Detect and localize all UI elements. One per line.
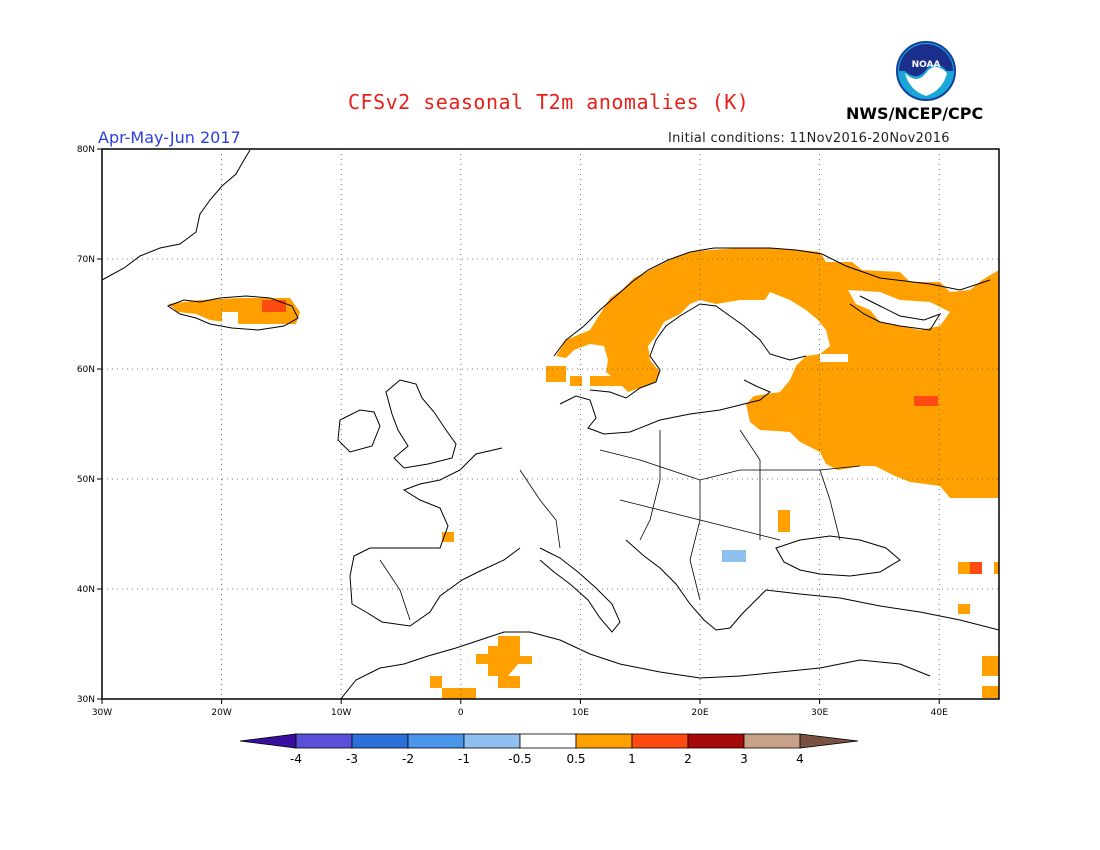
- initial-conditions: Initial conditions: 11Nov2016-20Nov2016: [668, 131, 950, 146]
- border-3: [739, 429, 761, 540]
- lat-tick-label: 60N: [77, 365, 95, 375]
- colorbar-bin: [519, 733, 577, 749]
- colorbar-label: 0.5: [566, 752, 585, 766]
- coastlines: [102, 149, 999, 699]
- colorbar-bin: [631, 733, 689, 749]
- border-1: [599, 449, 861, 481]
- lon-tick-label: 20E: [691, 708, 708, 718]
- lat-tick-label: 80N: [77, 145, 95, 155]
- coast-sweden-baltic: [589, 303, 807, 399]
- anomaly-patch-oslo: [590, 376, 622, 386]
- agency-label: NWS/NCEP/CPC: [846, 104, 984, 123]
- coast-france-iberia: [349, 447, 521, 627]
- colorbar-bin: [407, 733, 465, 749]
- anomaly-patch-caucasus-2: [994, 562, 999, 574]
- anomaly-patch-caucasus: [958, 562, 970, 574]
- map-frame: [101, 148, 1000, 700]
- anomaly-hole-russia: [820, 354, 848, 362]
- anomaly-patch-biscay: [442, 532, 454, 542]
- anomaly-patch-norway-s: [546, 366, 566, 382]
- longitude-axis: 30W 20W 10W 0 10E 20E 30E 40E: [92, 699, 948, 718]
- anomaly-iceland-red: [262, 300, 286, 312]
- colorbar-bin: [743, 733, 801, 749]
- anomaly-patch-algeria-s: [442, 688, 476, 699]
- colorbar-arrow-low: [239, 733, 297, 749]
- colorbar-bin: [351, 733, 409, 749]
- colorbar-label: -2: [402, 752, 414, 766]
- coast-italy: [539, 547, 621, 633]
- colorbar-bin: [687, 733, 745, 749]
- coast-norway: [553, 247, 823, 357]
- map-title: CFSv2 seasonal T2m anomalies (K): [348, 90, 750, 114]
- anomaly-patch-ukraine: [778, 510, 790, 532]
- colorbar-label: -3: [346, 752, 358, 766]
- anomaly-patch-iran-2: [982, 686, 999, 698]
- latitude-axis: 30N 40N 50N 60N 70N 80N: [77, 145, 102, 705]
- lon-tick-label: 10W: [331, 708, 351, 718]
- anomaly-patch-caucasus-red: [970, 562, 982, 574]
- lon-tick-label: 20W: [211, 708, 231, 718]
- coast-ireland: [337, 409, 381, 453]
- noaa-logo-text: NOAA: [912, 60, 941, 70]
- colorbar-bin: [463, 733, 521, 749]
- lat-tick-label: 30N: [77, 695, 95, 705]
- colorbar-label: -1: [458, 752, 470, 766]
- lon-tick-label: 40E: [931, 708, 948, 718]
- colorbar-label: 3: [740, 752, 748, 766]
- anomaly-hole-finland: [706, 300, 768, 356]
- colorbar-label: 2: [684, 752, 692, 766]
- colorbar-label: 4: [796, 752, 804, 766]
- colorbar-bin: [575, 733, 633, 749]
- border-7: [819, 469, 841, 541]
- map-gridlines: [102, 149, 999, 699]
- anomaly-sahara: [476, 636, 532, 688]
- anomaly-patch-morocco: [430, 676, 442, 688]
- anomaly-patch-iran: [982, 656, 999, 676]
- border-8: [379, 559, 411, 621]
- border-4: [639, 430, 661, 541]
- colorbar: [239, 733, 859, 749]
- lon-tick-label: 10E: [572, 708, 589, 718]
- lat-tick-label: 70N: [77, 255, 95, 265]
- lon-tick-label: 30W: [92, 708, 112, 718]
- coast-greenland: [102, 149, 251, 281]
- anomaly-patch-turkey-e: [958, 604, 970, 614]
- lat-tick-label: 50N: [77, 475, 95, 485]
- coast-north-africa: [340, 631, 931, 699]
- anomaly-russia-red: [914, 396, 938, 406]
- anomaly-patch-bulgaria-blue: [722, 550, 746, 562]
- coast-caspian-turkey: [765, 589, 999, 631]
- colorbar-label: -0.5: [508, 752, 531, 766]
- coast-kola-whitesea: [821, 253, 991, 331]
- colorbar-label: -4: [290, 752, 302, 766]
- lon-tick-label: 0: [458, 708, 464, 718]
- coast-denmark-germany: [559, 379, 771, 435]
- coast-balkans-greece: [625, 539, 767, 631]
- colorbar-label: 1: [628, 752, 636, 766]
- coast-britain: [385, 379, 457, 469]
- forecast-period: Apr-May-Jun 2017: [98, 128, 241, 147]
- coast-blacksea: [775, 535, 901, 577]
- colorbar-bin: [295, 733, 353, 749]
- colorbar-arrow-high: [799, 733, 859, 749]
- anomaly-patch-sweden-s: [570, 376, 582, 386]
- coast-iceland: [166, 295, 299, 331]
- anomaly-iceland-hole: [222, 312, 238, 324]
- colorbar-labels: -4 -3 -2 -1 -0.5 0.5 1 2 3 4: [290, 752, 804, 766]
- border-5: [519, 469, 561, 549]
- lon-tick-label: 30E: [811, 708, 828, 718]
- lat-tick-label: 40N: [77, 585, 95, 595]
- noaa-logo: NOAA: [896, 41, 956, 101]
